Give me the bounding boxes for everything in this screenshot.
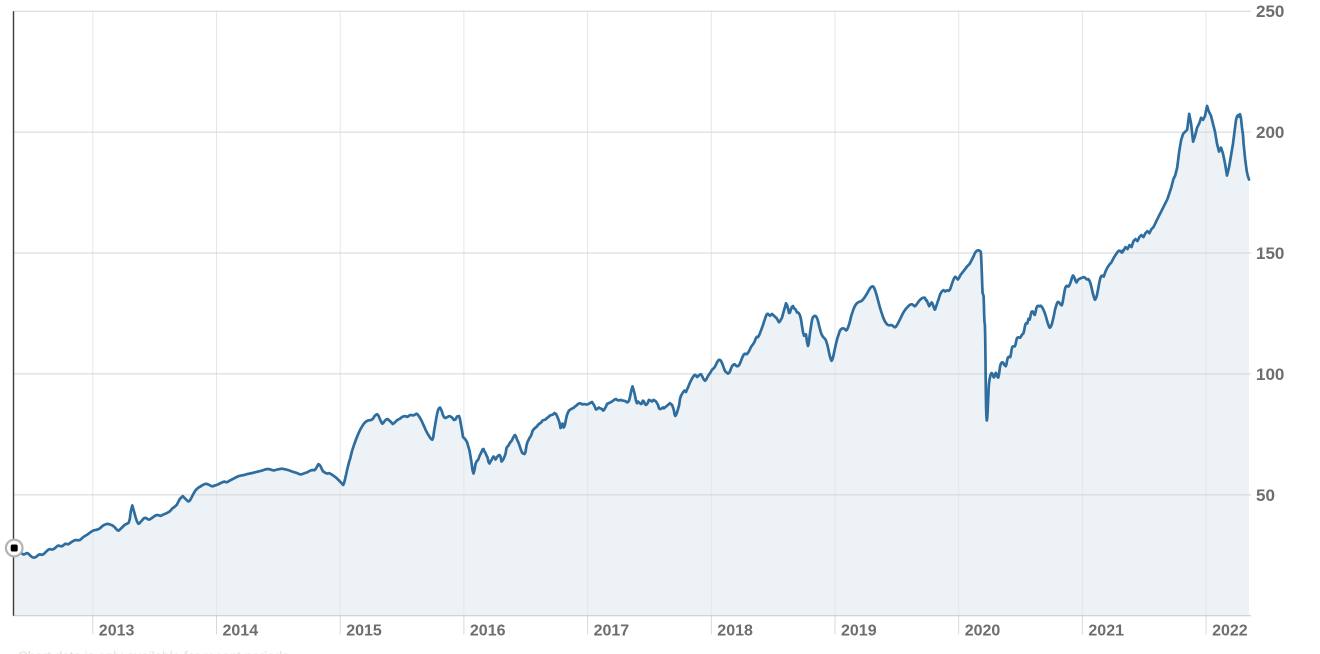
svg-text:200: 200 — [1256, 123, 1284, 142]
svg-text:2018: 2018 — [717, 623, 753, 640]
svg-text:100: 100 — [1256, 365, 1284, 384]
svg-text:2022: 2022 — [1212, 623, 1248, 640]
svg-text:2014: 2014 — [223, 623, 259, 640]
svg-text:150: 150 — [1256, 244, 1284, 263]
svg-text:2013: 2013 — [99, 623, 135, 640]
svg-text:2020: 2020 — [965, 623, 1001, 640]
svg-text:2015: 2015 — [346, 623, 382, 640]
svg-text:50: 50 — [1256, 486, 1275, 505]
svg-text:2021: 2021 — [1088, 623, 1124, 640]
svg-text:2017: 2017 — [594, 623, 630, 640]
svg-text:Chart data is only available f: Chart data is only available for recent … — [18, 649, 293, 654]
svg-text:2016: 2016 — [470, 623, 506, 640]
svg-text:2019: 2019 — [841, 623, 877, 640]
svg-text:250: 250 — [1256, 2, 1284, 21]
